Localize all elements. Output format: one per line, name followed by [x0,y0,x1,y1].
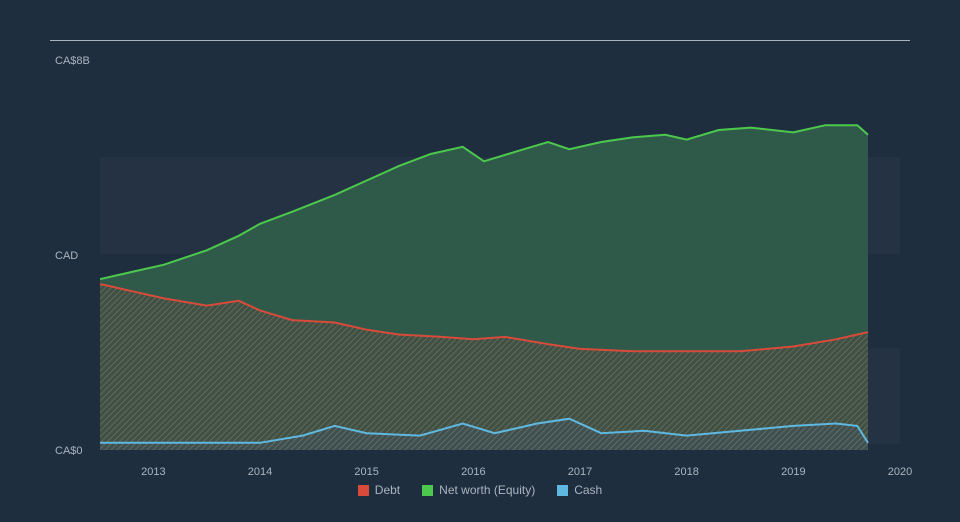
x-tick-label: 2017 [568,466,592,478]
y-axis-label-mid: CAD [55,250,78,262]
x-tick-label: 2019 [781,466,805,478]
x-tick-label: 2016 [461,466,485,478]
legend-swatch-debt [358,485,369,496]
legend-item-debt: Debt [358,483,400,497]
y-axis-label-bot: CA$0 [55,445,83,457]
x-tick-label: 2014 [248,466,272,478]
legend-label-cash: Cash [574,483,602,497]
legend-swatch-equity [422,485,433,496]
legend: Debt Net worth (Equity) Cash [0,483,960,497]
legend-swatch-cash [557,485,568,496]
legend-item-equity: Net worth (Equity) [422,483,535,497]
x-tick-label: 2013 [141,466,165,478]
legend-label-debt: Debt [375,483,400,497]
x-tick-label: 2018 [674,466,698,478]
x-tick-label: 2015 [354,466,378,478]
legend-label-equity: Net worth (Equity) [439,483,535,497]
divider-top [50,40,910,41]
chart-svg [100,65,900,450]
plot-area [100,65,900,450]
y-axis-label-top: CA$8B [55,55,90,67]
chart-container: CA$8B CAD CA$0 2013 2014 2015 2016 2017 2018 2… [0,0,960,522]
legend-item-cash: Cash [557,483,602,497]
x-tick-label: 2020 [888,466,912,478]
